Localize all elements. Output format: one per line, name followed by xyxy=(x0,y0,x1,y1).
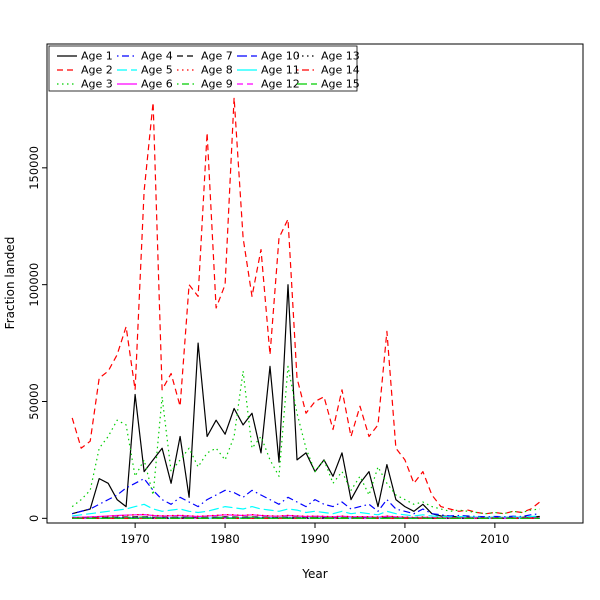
series-line-age-3 xyxy=(71,365,540,515)
y-tick-label: 0 xyxy=(27,515,41,522)
legend-label-age-12: Age 12 xyxy=(261,78,300,91)
legend-label-age-14: Age 14 xyxy=(321,64,360,77)
x-tick-label: 2010 xyxy=(480,532,509,546)
legend-label-age-1: Age 1 xyxy=(81,50,113,63)
legend-label-age-5: Age 5 xyxy=(141,64,173,77)
legend-label-age-15: Age 15 xyxy=(321,78,360,91)
legend-label-age-4: Age 4 xyxy=(141,50,173,63)
legend-label-age-13: Age 13 xyxy=(321,50,360,63)
y-tick-label: 100000 xyxy=(27,263,41,307)
y-axis-label: Fraction landed xyxy=(3,237,17,330)
chart-dynamic-layer: 1970 1980 1990 2000 2010 0 50000 100000 150000 Ag… xyxy=(27,43,584,546)
x-tick-label: 2000 xyxy=(390,532,419,546)
y-tick-label: 50000 xyxy=(27,383,41,420)
series-line-age-2 xyxy=(71,97,541,515)
legend-label-age-7: Age 7 xyxy=(201,50,233,63)
series-line-age-1 xyxy=(72,284,540,519)
legend-label-age-2: Age 2 xyxy=(81,64,113,77)
series-group xyxy=(71,97,541,519)
x-tick-label: 1990 xyxy=(300,532,329,546)
x-tick-label: 1970 xyxy=(120,532,149,546)
legend-label-age-11: Age 11 xyxy=(261,64,300,77)
y-tick-label: 150000 xyxy=(27,146,41,190)
legend-label-age-10: Age 10 xyxy=(261,50,300,63)
legend-label-age-8: Age 8 xyxy=(201,64,233,77)
legend-label-age-3: Age 3 xyxy=(81,78,113,91)
series-line-age-5 xyxy=(72,503,540,519)
legend-label-age-9: Age 9 xyxy=(201,78,233,91)
legend-label-age-6: Age 6 xyxy=(141,78,173,91)
x-axis-label: Year xyxy=(301,567,327,581)
x-tick-label: 1980 xyxy=(210,532,239,546)
series-line-age-4 xyxy=(72,478,540,518)
plot-border xyxy=(46,43,584,524)
